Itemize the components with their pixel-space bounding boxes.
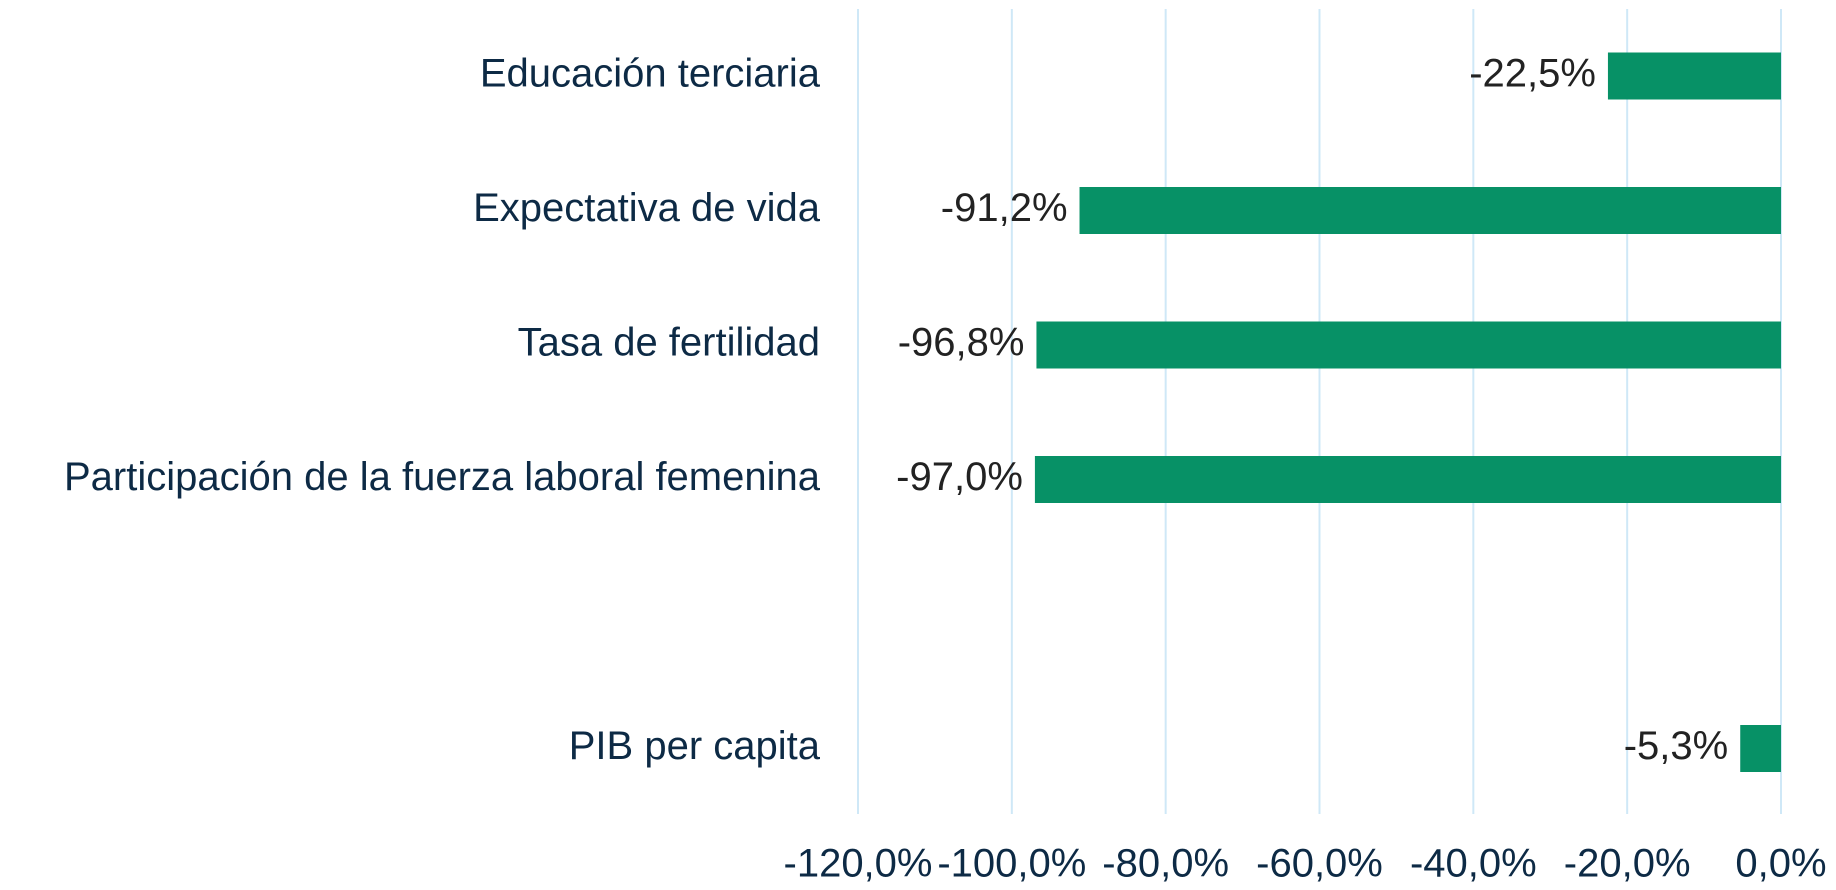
x-tick-label: -20,0%	[1564, 842, 1691, 885]
x-tick-label: 0,0%	[1735, 842, 1826, 885]
x-tick-label: -60,0%	[1256, 842, 1383, 885]
data-label: -96,8%	[898, 321, 1025, 365]
bar	[1079, 187, 1781, 234]
data-label: -5,3%	[1624, 724, 1729, 768]
category-label: Expectativa de vida	[473, 186, 821, 230]
data-label: -91,2%	[941, 186, 1068, 230]
x-tick-label: -80,0%	[1102, 842, 1229, 885]
x-tick-label: -40,0%	[1410, 842, 1537, 885]
data-label: -22,5%	[1469, 52, 1596, 96]
category-label: PIB per capita	[569, 724, 821, 768]
bar	[1740, 725, 1781, 772]
bar	[1036, 321, 1781, 369]
data-label: -97,0%	[896, 455, 1023, 499]
category-label: Educación terciaria	[480, 52, 821, 96]
category-label: Tasa de fertilidad	[518, 321, 820, 365]
x-tick-label: -120,0%	[784, 842, 933, 885]
bar	[1034, 456, 1781, 503]
category-label: Participación de la fuerza laboral femen…	[64, 455, 821, 499]
bar	[1607, 52, 1781, 100]
x-tick-label: -100,0%	[937, 842, 1086, 885]
